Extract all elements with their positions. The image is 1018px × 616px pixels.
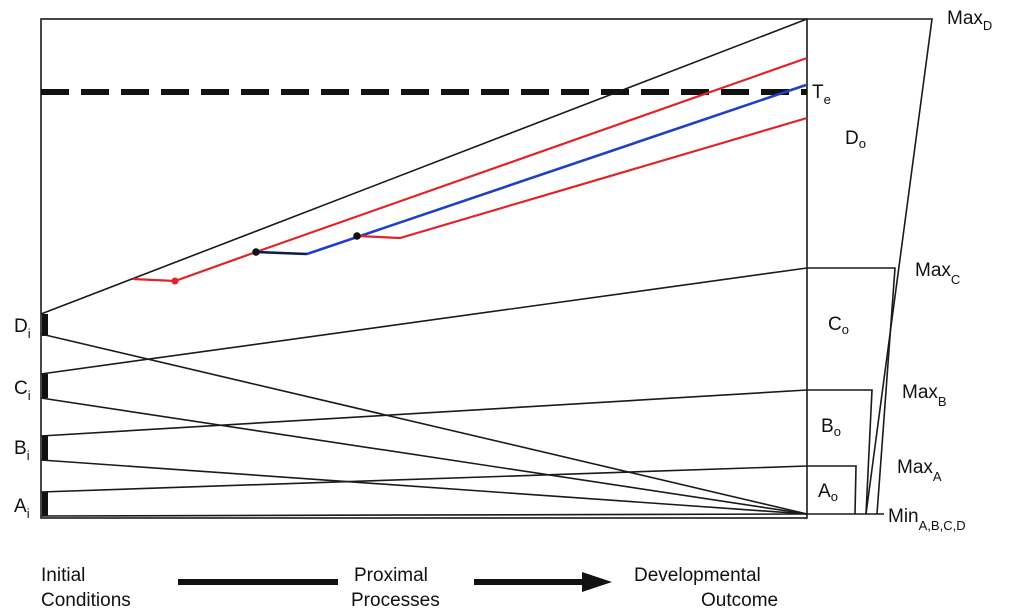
d-lower-trajectory <box>40 333 808 515</box>
a-initial-label: Ai <box>14 496 30 521</box>
max-d-label: MaxD <box>947 8 992 33</box>
max-c-bracket <box>807 267 896 515</box>
b-lower-trajectory <box>40 459 808 515</box>
c-initial-marker <box>42 374 48 398</box>
d-initial-label: Di <box>14 316 31 341</box>
b-outcome-label: Bo <box>821 416 841 439</box>
red-dot <box>171 277 179 285</box>
min-label: MinA,B,C,D <box>888 506 966 533</box>
a-outcome-label: Ao <box>818 481 838 504</box>
max-a-label: MaxA <box>897 457 942 484</box>
red-trajectory-1 <box>132 56 808 283</box>
c-outcome-label: Co <box>828 314 849 337</box>
red-trajectory-2 <box>356 116 808 240</box>
b-initial-marker <box>42 436 48 460</box>
blue-trajectory <box>306 83 807 256</box>
te-label: Te <box>812 82 831 107</box>
c-upper-trajectory <box>40 267 808 375</box>
proximal-processes-line2: Processes <box>351 590 440 611</box>
initial-conditions-line1: Initial <box>41 565 85 586</box>
a-lower-trajectory <box>40 513 808 517</box>
c-initial-label: Ci <box>14 378 31 403</box>
b-upper-trajectory <box>40 389 808 437</box>
max-a-bracket <box>807 465 857 515</box>
max-c-label: MaxC <box>915 260 960 287</box>
max-b-bracket <box>807 389 873 515</box>
b-initial-label: Bi <box>14 438 30 463</box>
d-initial-marker <box>42 314 48 336</box>
a-initial-marker <box>42 492 48 516</box>
black-dot-2 <box>353 232 361 240</box>
c-lower-trajectory <box>40 397 808 515</box>
black-dot-1 <box>252 248 260 256</box>
initial-conditions-line2: Conditions <box>41 590 131 611</box>
d-upper-trajectory <box>40 18 808 315</box>
dark-segment <box>255 250 308 256</box>
arrow-head-icon <box>582 572 612 592</box>
d-outcome-label: Do <box>845 128 866 151</box>
max-d-bracket <box>807 18 933 515</box>
developmental-outcome-line2: Outcome <box>701 590 778 611</box>
proximal-processes-line1: Proximal <box>354 565 428 586</box>
developmental-outcome-line1: Developmental <box>634 565 761 586</box>
max-b-label: MaxB <box>902 382 947 409</box>
a-upper-trajectory <box>40 465 808 493</box>
